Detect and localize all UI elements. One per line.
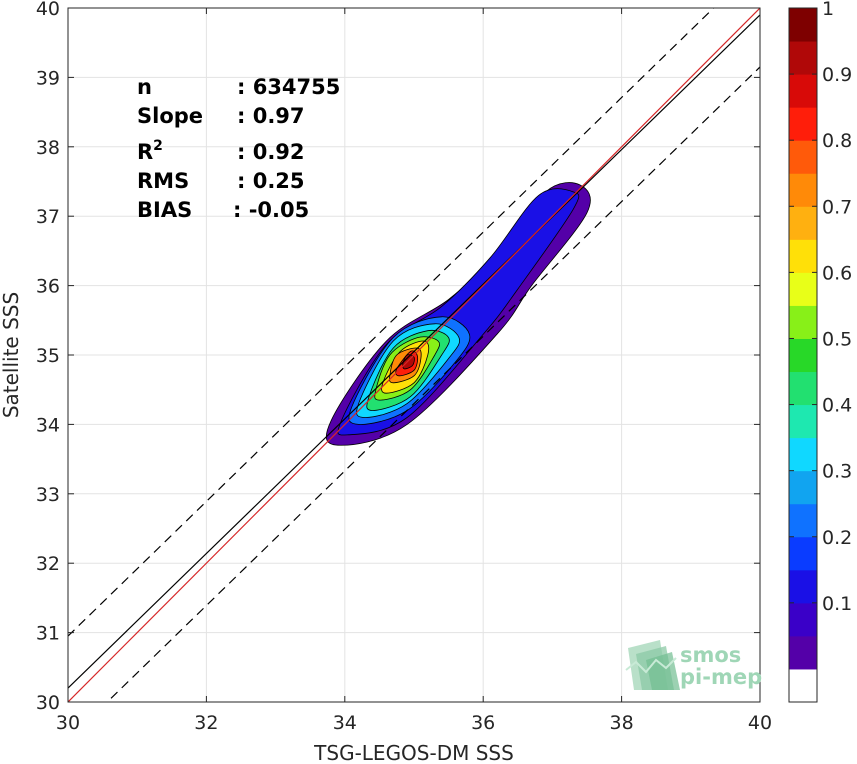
colorbar-segment-2 bbox=[789, 602, 817, 637]
colorbar-tick-label-3: 0.4 bbox=[822, 395, 852, 417]
identity-line bbox=[68, 8, 760, 702]
colorbar-tick-label-7: 0.8 bbox=[822, 130, 852, 152]
colorbar-frame bbox=[788, 7, 818, 703]
colorbar-tick-label-5: 0.6 bbox=[822, 262, 852, 284]
logo-mark bbox=[625, 640, 680, 690]
stat-rms-label: RMS bbox=[137, 169, 189, 193]
stat-rms-value: : 0.25 bbox=[237, 169, 305, 193]
colorbar-segment-19 bbox=[789, 41, 817, 75]
y-axis-label: Satellite SSS bbox=[0, 292, 23, 418]
y-tick-label-3: 33 bbox=[36, 484, 60, 506]
stat-n-value: : 634755 bbox=[237, 75, 340, 99]
y-axis-ticks: 30 31 32 33 34 35 36 37 38 39 40 bbox=[36, 0, 760, 714]
colorbar-segment-1 bbox=[789, 635, 817, 670]
y-tick-label-5: 35 bbox=[36, 345, 60, 367]
colorbar-segment-8 bbox=[789, 404, 817, 439]
y-tick-label-4: 34 bbox=[36, 414, 60, 436]
y-tick-label-10: 40 bbox=[36, 0, 60, 20]
colorbar-segment-11 bbox=[789, 305, 817, 339]
colorbar-ticks: 0.1 0.2 0.3 0.4 0.5 0.6 0.7 0.8 0.9 1 bbox=[789, 0, 852, 615]
stat-n-label: n bbox=[137, 75, 152, 99]
colorbar-segment-5 bbox=[789, 503, 817, 538]
colorbar-segment-10 bbox=[789, 338, 817, 373]
stat-r2-superscript: 2 bbox=[153, 138, 163, 154]
upper-bound-line bbox=[68, 8, 715, 637]
colorbar-tick-label-1: 0.2 bbox=[822, 527, 852, 549]
x-tick-label-5: 40 bbox=[748, 712, 772, 734]
stats-box: n : 634755 Slope : 0.97 R2 : 0.92 RMS : … bbox=[137, 75, 340, 222]
colorbar-segment-0 bbox=[789, 668, 817, 703]
colorbar-segment-9 bbox=[789, 371, 817, 406]
stat-bias-label: BIAS bbox=[137, 198, 192, 222]
x-axis-ticks: 30 32 34 36 38 40 bbox=[56, 8, 772, 734]
colorbar-segment-16 bbox=[789, 140, 817, 174]
colorbar: 0.1 0.2 0.3 0.4 0.5 0.6 0.7 0.8 0.9 1 bbox=[788, 0, 852, 703]
colorbar-tick-label-6: 0.7 bbox=[822, 196, 852, 218]
scatter-density-plot: 30 32 34 36 38 40 30 31 32 33 34 35 36 37 38 39 40 n : … bbox=[0, 0, 772, 764]
colorbar-segment-14 bbox=[789, 206, 817, 240]
colorbar-segment-12 bbox=[789, 272, 817, 306]
colorbar-segment-17 bbox=[789, 107, 817, 141]
y-tick-label-8: 38 bbox=[36, 137, 60, 159]
colorbar-segment-20 bbox=[789, 8, 817, 42]
colorbar-tick-label-4: 0.5 bbox=[822, 328, 852, 350]
x-tick-label-4: 38 bbox=[610, 712, 634, 734]
colorbar-tick-label-0: 0.1 bbox=[822, 593, 852, 615]
colorbar-segment-6 bbox=[789, 470, 817, 505]
colorbar-segment-15 bbox=[789, 173, 817, 207]
y-tick-label-9: 39 bbox=[36, 67, 60, 89]
x-tick-label-1: 32 bbox=[194, 712, 218, 734]
y-tick-label-2: 32 bbox=[36, 553, 60, 575]
reference-lines bbox=[68, 8, 760, 702]
y-tick-label-6: 36 bbox=[36, 276, 60, 298]
stat-r2-letter: R bbox=[137, 140, 153, 164]
logo-text-pi-mep: pi-mep bbox=[680, 665, 762, 689]
stat-r2-value: : 0.92 bbox=[237, 140, 305, 164]
smos-pi-mep-logo: smos pi-mep bbox=[625, 640, 762, 690]
y-tick-label-1: 31 bbox=[36, 623, 60, 645]
x-tick-label-0: 30 bbox=[56, 712, 80, 734]
colorbar-tick-label-9: 1 bbox=[822, 0, 834, 20]
colorbar-tick-label-8: 0.9 bbox=[822, 64, 852, 86]
regression-line bbox=[68, 14, 760, 689]
x-axis-label: TSG-LEGOS-DM SSS bbox=[313, 741, 514, 764]
colorbar-segments bbox=[789, 8, 817, 703]
colorbar-segment-4 bbox=[789, 536, 817, 571]
lower-bound-line bbox=[106, 66, 760, 702]
colorbar-segment-7 bbox=[789, 437, 817, 472]
colorbar-segment-18 bbox=[789, 74, 817, 108]
logo-text-smos: smos bbox=[680, 643, 741, 667]
stat-bias-value: : -0.05 bbox=[233, 198, 309, 222]
x-tick-label-3: 36 bbox=[471, 712, 495, 734]
colorbar-segment-3 bbox=[789, 569, 817, 604]
stat-slope-value: : 0.97 bbox=[237, 104, 305, 128]
colorbar-tick-label-2: 0.3 bbox=[822, 461, 852, 483]
colorbar-segment-13 bbox=[789, 239, 817, 273]
stat-r2-label: R2 bbox=[137, 138, 163, 164]
x-tick-label-2: 34 bbox=[333, 712, 357, 734]
stat-slope-label: Slope bbox=[137, 104, 203, 128]
y-tick-label-7: 37 bbox=[36, 206, 60, 228]
y-tick-label-0: 30 bbox=[36, 692, 60, 714]
